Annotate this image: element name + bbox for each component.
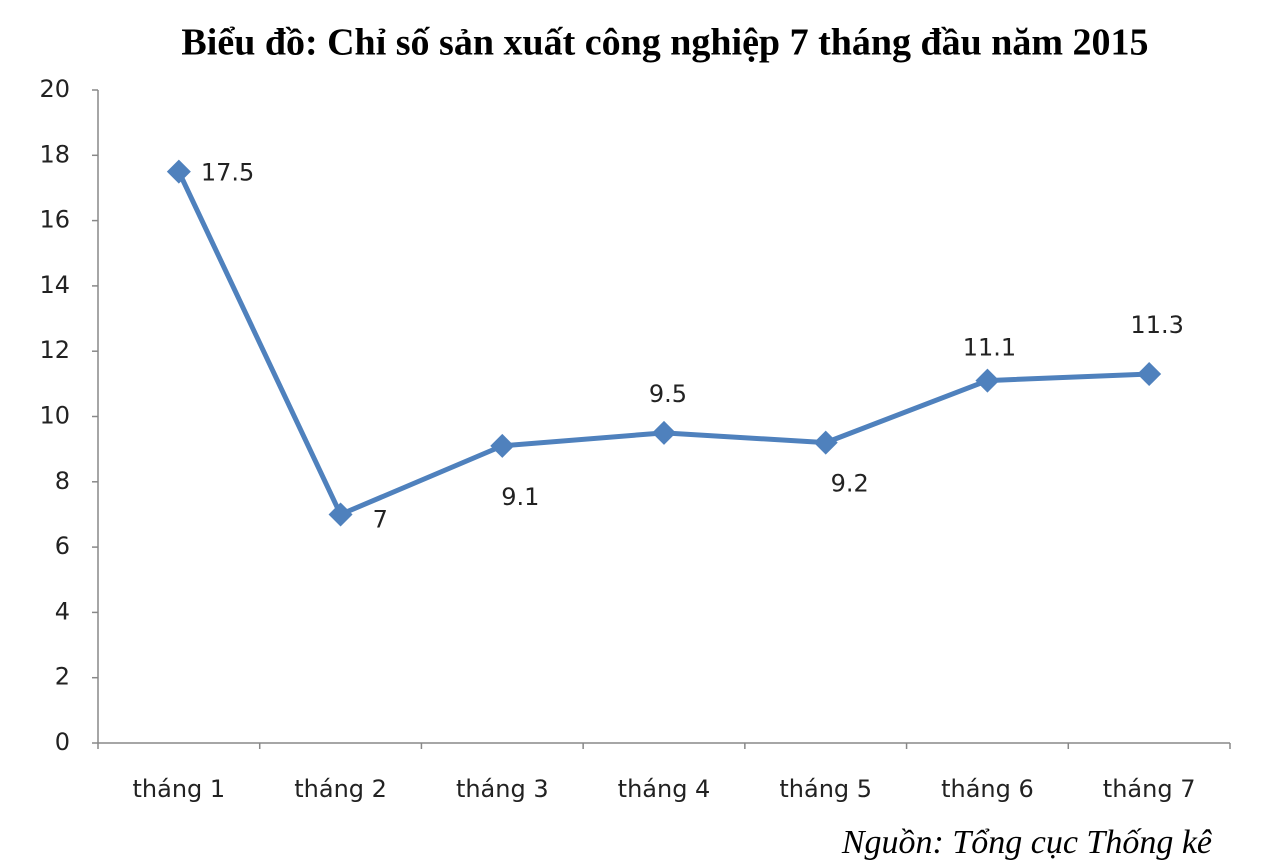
data-label: 9.1 xyxy=(501,483,539,511)
x-tick-label: tháng 2 xyxy=(294,775,387,803)
y-tick-label: 20 xyxy=(39,75,70,103)
y-tick-label: 16 xyxy=(39,206,70,234)
data-label: 17.5 xyxy=(201,159,254,187)
y-tick-label: 2 xyxy=(55,663,70,691)
y-tick-label: 6 xyxy=(55,532,70,560)
marker xyxy=(652,420,676,445)
y-tick-label: 10 xyxy=(39,402,70,430)
x-tick-label: tháng 1 xyxy=(133,775,226,803)
y-tick-label: 4 xyxy=(55,597,70,625)
x-tick-label: tháng 5 xyxy=(779,775,872,803)
marker xyxy=(813,430,838,455)
y-tick-label: 0 xyxy=(55,728,70,756)
marker xyxy=(490,433,515,458)
y-tick-label: 18 xyxy=(39,140,70,168)
x-tick-label: tháng 7 xyxy=(1103,775,1196,803)
x-tick-label: tháng 4 xyxy=(618,775,711,803)
y-tick-label: 12 xyxy=(39,336,70,364)
source-note: Nguồn: Tổng cục Thống kê xyxy=(841,824,1213,861)
data-label: 7 xyxy=(373,505,388,533)
marker xyxy=(975,368,1000,393)
marker xyxy=(328,502,353,527)
chart-title: Biểu đồ: Chỉ số sản xuất công nghiệp 7 t… xyxy=(181,22,1148,64)
y-tick-label: 8 xyxy=(55,467,70,495)
marker xyxy=(166,159,191,184)
x-tick-label: tháng 6 xyxy=(941,775,1034,803)
data-label: 11.1 xyxy=(963,334,1016,362)
marker xyxy=(1137,362,1162,387)
x-tick-label: tháng 3 xyxy=(456,775,549,803)
y-tick-label: 14 xyxy=(39,271,70,299)
data-label: 9.5 xyxy=(649,380,687,408)
data-label: 11.3 xyxy=(1130,311,1183,339)
data-label: 9.2 xyxy=(831,470,869,498)
